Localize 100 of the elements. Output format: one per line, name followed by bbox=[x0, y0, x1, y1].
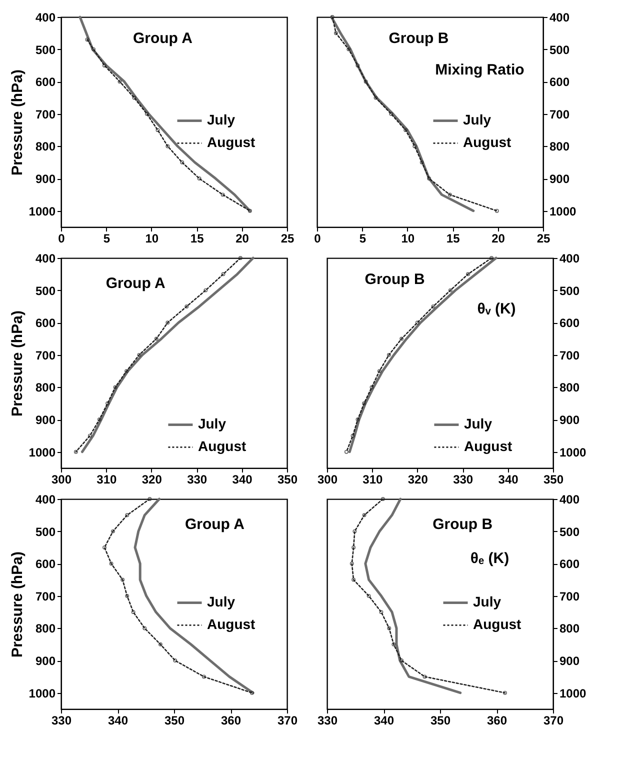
y-tick-label: 900 bbox=[560, 413, 580, 428]
y-tick-label: 700 bbox=[560, 348, 580, 362]
point bbox=[422, 674, 427, 679]
point bbox=[431, 304, 436, 308]
point bbox=[197, 176, 202, 181]
y-tick-label: 600 bbox=[35, 75, 56, 90]
point bbox=[125, 513, 130, 518]
y-tick-label: 600 bbox=[560, 557, 580, 572]
point bbox=[502, 690, 507, 695]
y-tick-label: 800 bbox=[35, 140, 56, 154]
x-tick-label: 370 bbox=[277, 714, 298, 728]
x-tick-label: 310 bbox=[96, 472, 118, 486]
point bbox=[370, 385, 374, 390]
y-tick-label: 800 bbox=[35, 380, 56, 395]
x-tick-label: 330 bbox=[187, 472, 208, 486]
x-tick-label: 330 bbox=[51, 714, 72, 728]
point bbox=[154, 336, 158, 341]
point bbox=[166, 144, 170, 148]
y-tick-label: 500 bbox=[35, 524, 56, 539]
y-tick-label: 800 bbox=[35, 622, 56, 636]
point bbox=[158, 642, 162, 646]
point bbox=[204, 288, 208, 292]
y-tick-label: 800 bbox=[560, 380, 580, 395]
x-tick-label: 5 bbox=[359, 232, 366, 246]
legend-label: July bbox=[464, 416, 492, 432]
y-tick-label: 900 bbox=[550, 172, 570, 186]
y-tick-label: 1000 bbox=[28, 445, 56, 460]
annotation: Group B bbox=[432, 516, 493, 534]
point bbox=[379, 610, 384, 614]
point bbox=[102, 545, 106, 550]
point bbox=[180, 160, 184, 164]
annotation: Group A bbox=[106, 275, 166, 292]
x-tick-label: 330 bbox=[317, 714, 338, 728]
point bbox=[74, 450, 78, 454]
y-tick-label: 400 bbox=[35, 252, 56, 266]
point bbox=[490, 256, 494, 260]
y-axis-title: Pressure (hPa) bbox=[8, 552, 26, 658]
legend-label: July bbox=[473, 594, 502, 610]
legend-label: July bbox=[198, 416, 226, 432]
point bbox=[92, 47, 96, 52]
x-tick-label: 340 bbox=[374, 714, 394, 728]
x-tick-label: 310 bbox=[362, 472, 384, 486]
y-tick-label: 700 bbox=[35, 348, 56, 362]
annotation: Mixing Ratio bbox=[435, 62, 524, 78]
x-tick-label: 300 bbox=[317, 472, 338, 486]
point bbox=[144, 112, 149, 116]
point bbox=[350, 562, 354, 566]
y-tick-label: 500 bbox=[560, 524, 580, 539]
annotation: Group B bbox=[364, 271, 425, 288]
point bbox=[330, 15, 334, 19]
point bbox=[88, 434, 92, 438]
point bbox=[389, 112, 394, 116]
point bbox=[404, 128, 408, 132]
point bbox=[344, 450, 348, 454]
point bbox=[494, 208, 499, 213]
annotation: Group A bbox=[132, 30, 193, 47]
point bbox=[184, 304, 189, 308]
x-tick-label: 20 bbox=[236, 232, 250, 246]
y-tick-label: 400 bbox=[550, 10, 570, 24]
x-tick-label: 360 bbox=[220, 714, 242, 728]
x-tick-label: 340 bbox=[108, 714, 128, 728]
point bbox=[356, 418, 360, 422]
y-tick-label: 900 bbox=[35, 654, 56, 668]
y-tick-label: 900 bbox=[35, 413, 56, 428]
point bbox=[221, 272, 226, 276]
annotation: θᵥ (K) bbox=[477, 300, 516, 318]
point bbox=[156, 128, 160, 132]
y-tick-label: 700 bbox=[560, 589, 580, 604]
y-tick-label: 600 bbox=[35, 557, 56, 572]
point bbox=[380, 497, 385, 501]
y-tick-label: 800 bbox=[560, 622, 580, 636]
point bbox=[350, 434, 355, 438]
x-tick-label: 350 bbox=[277, 472, 298, 486]
y-tick-label: 400 bbox=[560, 492, 580, 506]
point bbox=[97, 418, 102, 422]
y-tick-label: 1000 bbox=[28, 686, 56, 700]
x-tick-label: 15 bbox=[446, 232, 460, 246]
point bbox=[124, 369, 129, 374]
x-tick-label: 10 bbox=[145, 232, 159, 246]
x-tick-label: 300 bbox=[51, 472, 72, 486]
legend-label: August bbox=[198, 438, 247, 454]
x-tick-label: 330 bbox=[453, 472, 474, 486]
point bbox=[142, 626, 147, 630]
x-tick-label: 370 bbox=[543, 714, 564, 728]
point bbox=[85, 38, 90, 42]
y-tick-label: 400 bbox=[560, 252, 580, 266]
y-tick-label: 1000 bbox=[550, 204, 577, 218]
y-tick-label: 700 bbox=[550, 107, 570, 122]
annotation: Group A bbox=[184, 516, 245, 534]
point bbox=[131, 610, 136, 614]
point bbox=[111, 529, 115, 534]
y-tick-label: 1000 bbox=[560, 686, 587, 700]
y-tick-label: 500 bbox=[560, 284, 580, 298]
point bbox=[366, 594, 371, 598]
point bbox=[377, 369, 382, 374]
point bbox=[466, 272, 470, 276]
y-tick-label: 800 bbox=[550, 140, 570, 154]
x-tick-label: 360 bbox=[486, 714, 508, 728]
point bbox=[415, 320, 420, 325]
point bbox=[362, 401, 366, 406]
